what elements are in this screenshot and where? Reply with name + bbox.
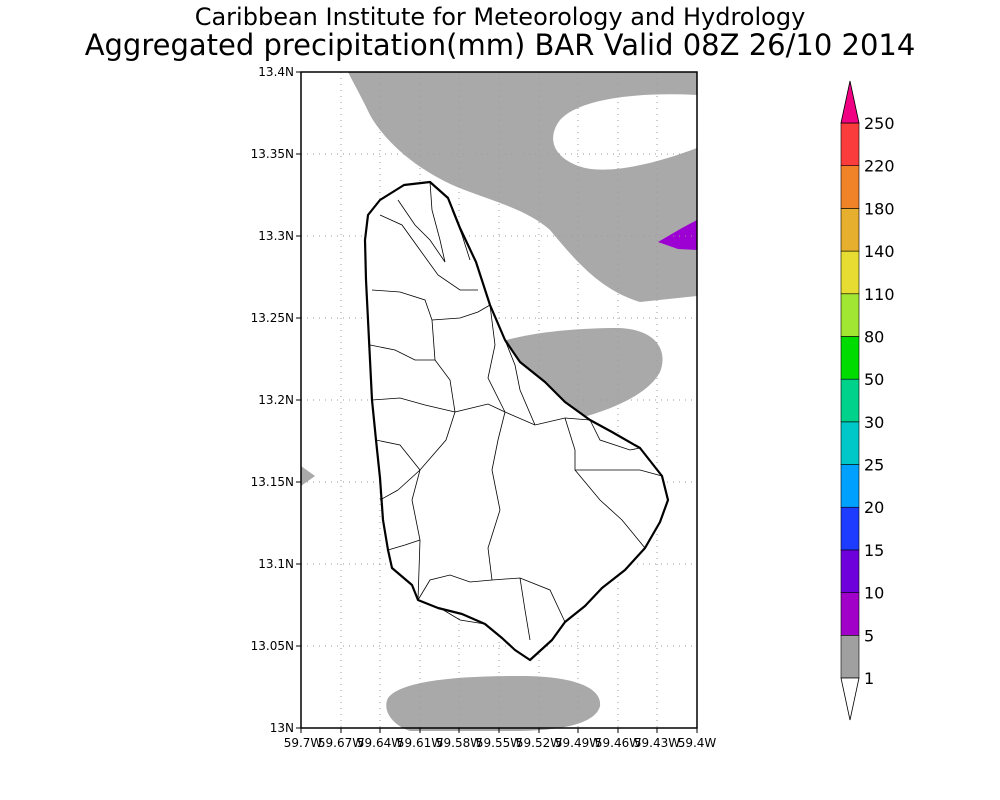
lon-label: 59.7W bbox=[284, 736, 323, 750]
colorbar-bin bbox=[840, 122, 860, 166]
lat-label: 13.25N bbox=[251, 311, 294, 325]
lat-label: 13.05N bbox=[251, 639, 294, 653]
lat-label: 13.3N bbox=[258, 229, 294, 243]
colorbar-label: 180 bbox=[864, 199, 895, 218]
lon-label: 59.46W bbox=[595, 736, 641, 750]
lon-label: 59.55W bbox=[476, 736, 522, 750]
lon-label: 59.43W bbox=[634, 736, 680, 750]
lon-label: 59.67W bbox=[318, 736, 364, 750]
colorbar-label: 20 bbox=[864, 498, 884, 517]
colorbar-label: 140 bbox=[864, 242, 895, 261]
lat-label: 13N bbox=[270, 721, 294, 735]
colorbar-bin bbox=[840, 378, 860, 423]
lat-label: 13.1N bbox=[258, 557, 294, 571]
lat-label: 13.15N bbox=[251, 475, 294, 489]
precip-area-northeast-5-10 bbox=[658, 220, 697, 250]
colorbar-bin bbox=[840, 635, 860, 679]
lat-label: 13.4N bbox=[258, 65, 294, 79]
lat-label: 13.2N bbox=[258, 393, 294, 407]
title-institute: Caribbean Institute for Meteorology and … bbox=[194, 3, 806, 31]
precip-area-west-edge bbox=[301, 466, 315, 486]
latitude-labels: 13.4N 13.35N 13.3N 13.25N 13.2N 13.15N 1… bbox=[251, 65, 294, 735]
colorbar-bin bbox=[840, 506, 860, 551]
colorbar-label: 220 bbox=[864, 157, 895, 176]
colorbar-label: 15 bbox=[864, 541, 884, 560]
colorbar-bin bbox=[840, 336, 860, 380]
lon-label: 59.52W bbox=[516, 736, 562, 750]
lon-label: 59.61W bbox=[397, 736, 443, 750]
island-boundaries bbox=[369, 181, 663, 641]
colorbar-label: 50 bbox=[864, 370, 884, 389]
title-product: Aggregated precipitation(mm) BAR Valid 0… bbox=[84, 28, 916, 62]
colorbar-bin bbox=[840, 165, 860, 209]
lon-label: 59.4W bbox=[678, 736, 717, 750]
precip-area-south bbox=[386, 676, 601, 731]
colorbar-bin bbox=[840, 592, 860, 636]
lat-label: 13.35N bbox=[251, 147, 294, 161]
colorbar-label: 10 bbox=[864, 584, 884, 603]
colorbar-label: 80 bbox=[864, 327, 884, 346]
colorbar-bin bbox=[840, 208, 860, 252]
colorbar-bin bbox=[840, 549, 860, 593]
lon-label: 59.58W bbox=[436, 736, 482, 750]
colorbar-label: 5 bbox=[864, 626, 874, 645]
colorbar-label: 110 bbox=[864, 285, 895, 304]
colorbar-label: 1 bbox=[864, 669, 874, 688]
colorbar-max-arrow bbox=[840, 80, 860, 124]
lon-label: 59.49W bbox=[555, 736, 601, 750]
axis-ticks bbox=[296, 71, 698, 733]
colorbar-bin bbox=[840, 293, 860, 337]
colorbar-label: 30 bbox=[864, 413, 884, 432]
colorbar-min-arrow bbox=[840, 677, 860, 721]
colorbar-bin bbox=[840, 250, 860, 295]
colorbar-label: 25 bbox=[864, 456, 884, 475]
colorbar-bin bbox=[840, 464, 860, 508]
colorbar-bin bbox=[840, 421, 860, 465]
colorbar-label: 250 bbox=[864, 114, 895, 133]
precip-area-north bbox=[348, 72, 697, 302]
lon-label: 59.64W bbox=[357, 736, 403, 750]
longitude-labels: 59.7W 59.67W 59.64W 59.61W 59.58W 59.55W… bbox=[284, 736, 717, 750]
